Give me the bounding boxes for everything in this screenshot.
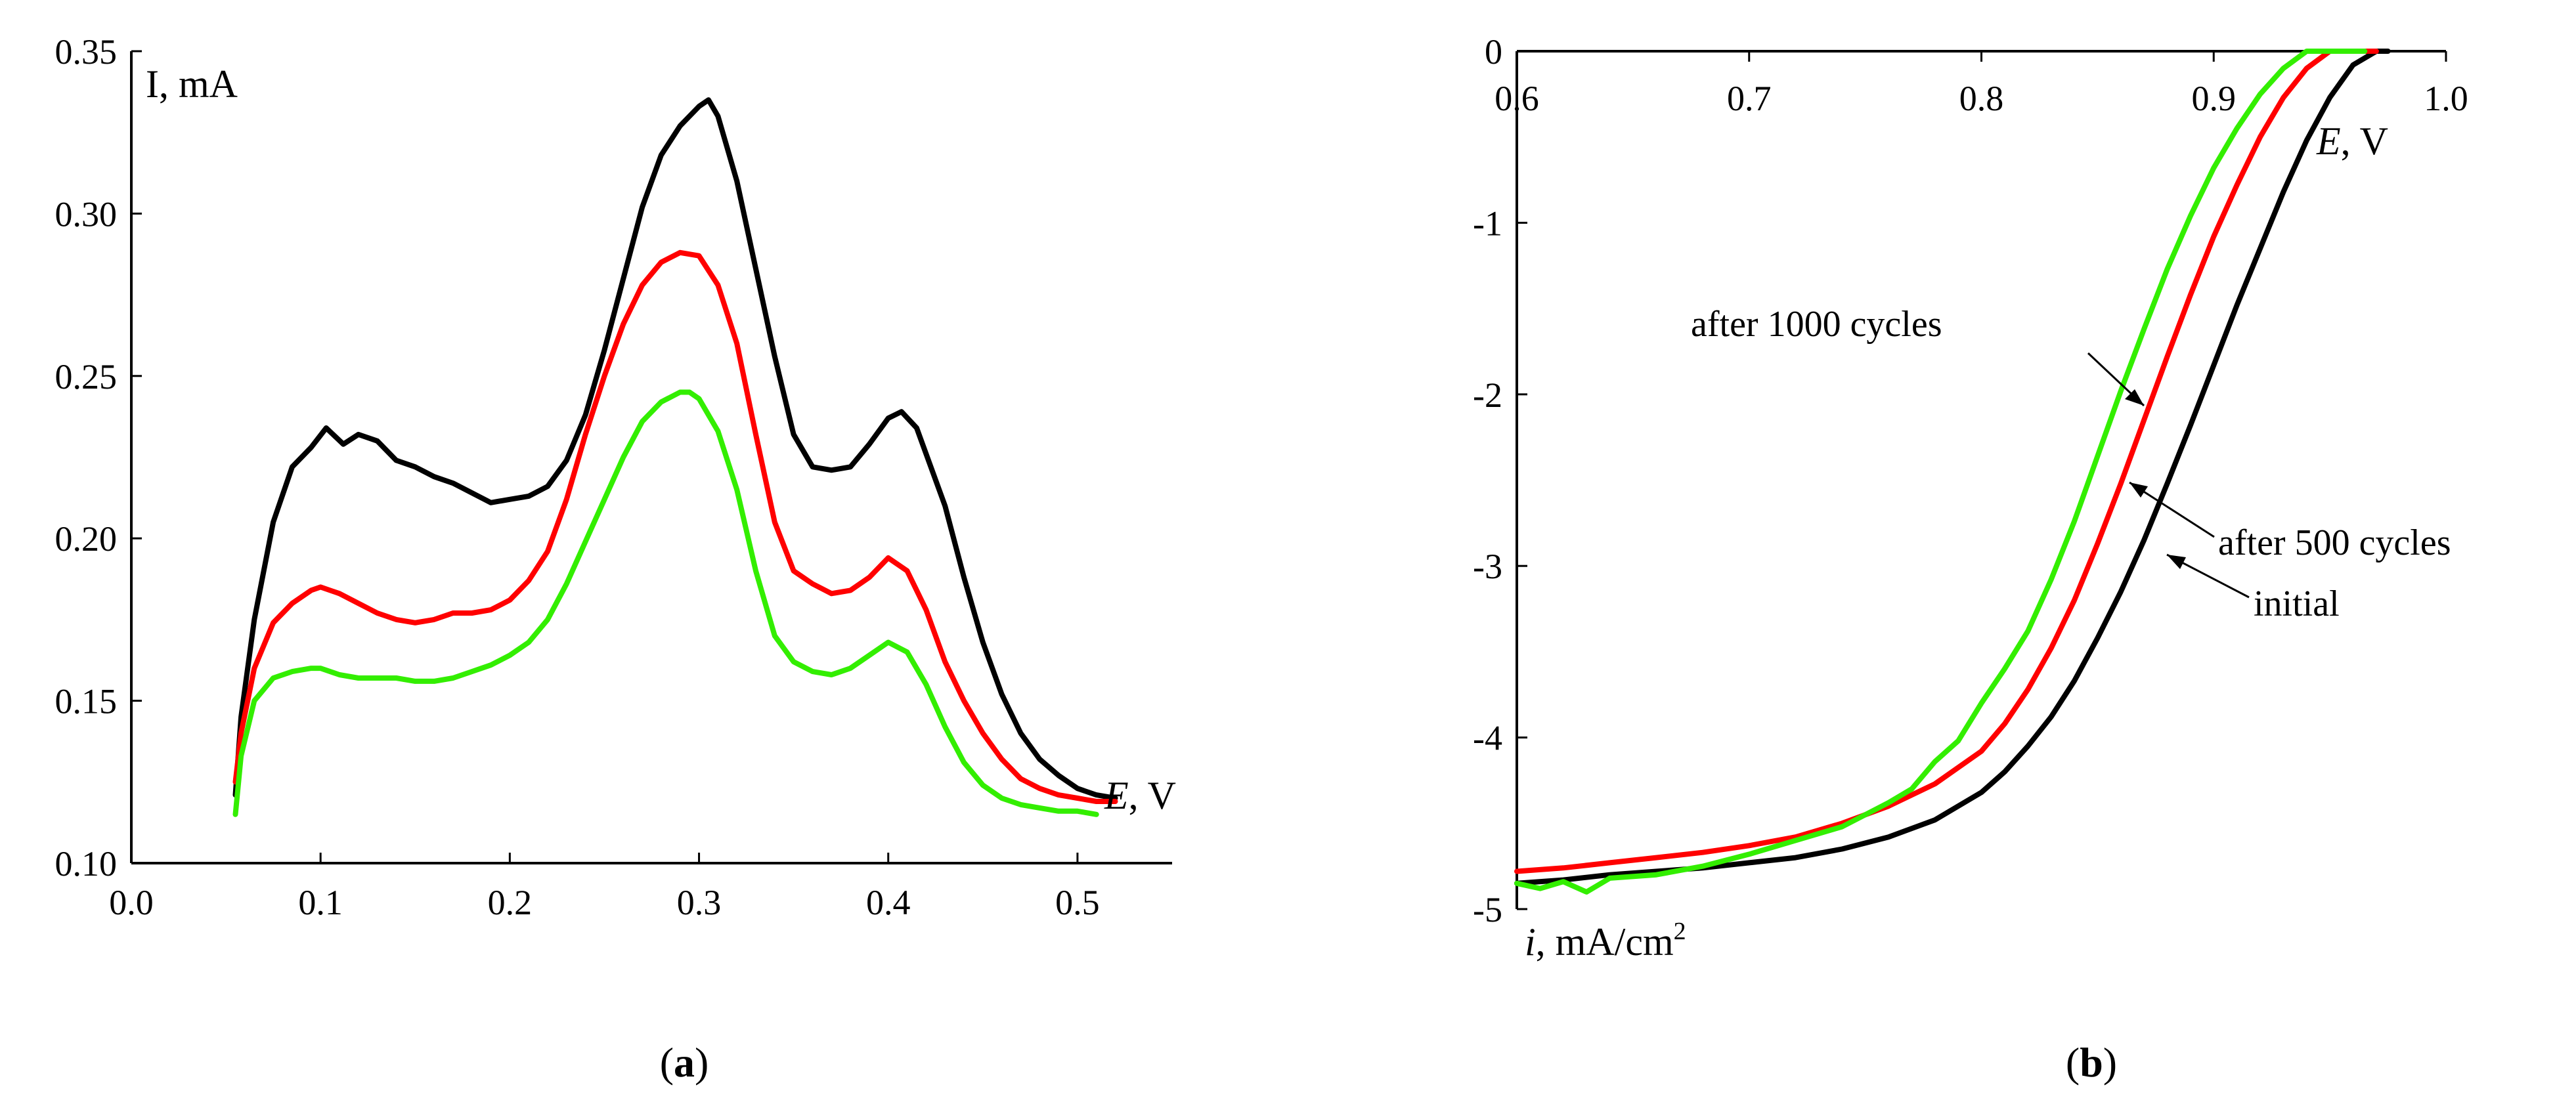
annotation-after-500-cycles: after 500 cycles (2218, 522, 2451, 563)
series-line-red (232, 249, 1118, 804)
y-tick-label: 0.10 (55, 844, 118, 883)
x-tick-label: 0.4 (866, 883, 911, 922)
x-tick-label: 0.1 (298, 883, 343, 922)
annotation-arrowhead-500 (2129, 482, 2148, 498)
x-tick-label: 1.0 (2424, 79, 2468, 118)
x-tick-label: 0.3 (677, 883, 722, 922)
x-tick-label: 0.5 (1055, 883, 1100, 922)
chart-b-x-ticks: 0.6 0.7 0.8 0.9 1.0 (1495, 51, 2468, 118)
y-tick-label: 0.35 (55, 32, 118, 72)
chart-a: 0.0 0.1 0.2 0.3 0.4 0.5 0.100.150.200.250.300… (55, 32, 1176, 1086)
chart-a-x-label: E, V (1104, 774, 1176, 817)
chart-a-series (232, 97, 1118, 817)
series-line-after-1000-cycles (1514, 49, 2368, 895)
chart-b: 0.6 0.7 0.8 0.9 1.0 0 -1 -2 -3 -4 -5 E, V i, mA/c… (1473, 32, 2468, 1086)
chart-a-x-ticks: 0.0 0.1 0.2 0.3 0.4 0.5 (109, 853, 1100, 922)
y-tick-label: 0.15 (55, 682, 118, 721)
series-line-after-500-cycles (1514, 49, 2379, 874)
x-tick-label: 0.2 (488, 883, 533, 922)
chart-a-y-ticks: 0.10 0.15 0.20 0.25 0.30 0.35 (55, 32, 142, 883)
y-tick-label: 0.30 (55, 194, 118, 234)
x-tick-label: 0.9 (2192, 79, 2237, 118)
chart-b-x-label: E, V (2316, 119, 2388, 163)
series-line-black (232, 97, 1118, 801)
y-tick-label: -4 (1473, 719, 1502, 758)
chart-a-panel-label: (a) (660, 1039, 709, 1086)
y-tick-label: -5 (1473, 890, 1502, 929)
y-tick-label: -1 (1473, 203, 1502, 243)
y-tick-label: 0.20 (55, 519, 118, 559)
series-line-initial (1514, 49, 2391, 886)
y-tick-label: 0.25 (55, 357, 118, 396)
annotation-after-1000-cycles: after 1000 cycles (1691, 304, 1942, 345)
chart-b-panel-label: (b) (2066, 1039, 2117, 1086)
chart-a-y-label: I, mA (146, 62, 238, 106)
x-tick-label: 0.8 (1959, 79, 2004, 118)
x-tick-label: 0.7 (1727, 79, 1772, 118)
chart-b-y-ticks: 0 -1 -2 -3 -4 -5 (1473, 32, 1527, 929)
x-tick-label: 0.6 (1495, 79, 1539, 118)
annotation-arrowhead-initial (2167, 555, 2186, 569)
chart-b-series (1514, 49, 2391, 895)
y-tick-label: -3 (1473, 547, 1502, 586)
annotation-initial: initial (2254, 584, 2340, 624)
chart-b-y-label: i, mA/cm2 (1525, 918, 1686, 964)
annotation-arrowhead-1000 (2125, 389, 2144, 406)
x-tick-label: 0.0 (109, 883, 154, 922)
y-tick-label: -2 (1473, 375, 1502, 415)
series-line-green (232, 389, 1099, 817)
y-tick-label: 0 (1485, 32, 1502, 72)
